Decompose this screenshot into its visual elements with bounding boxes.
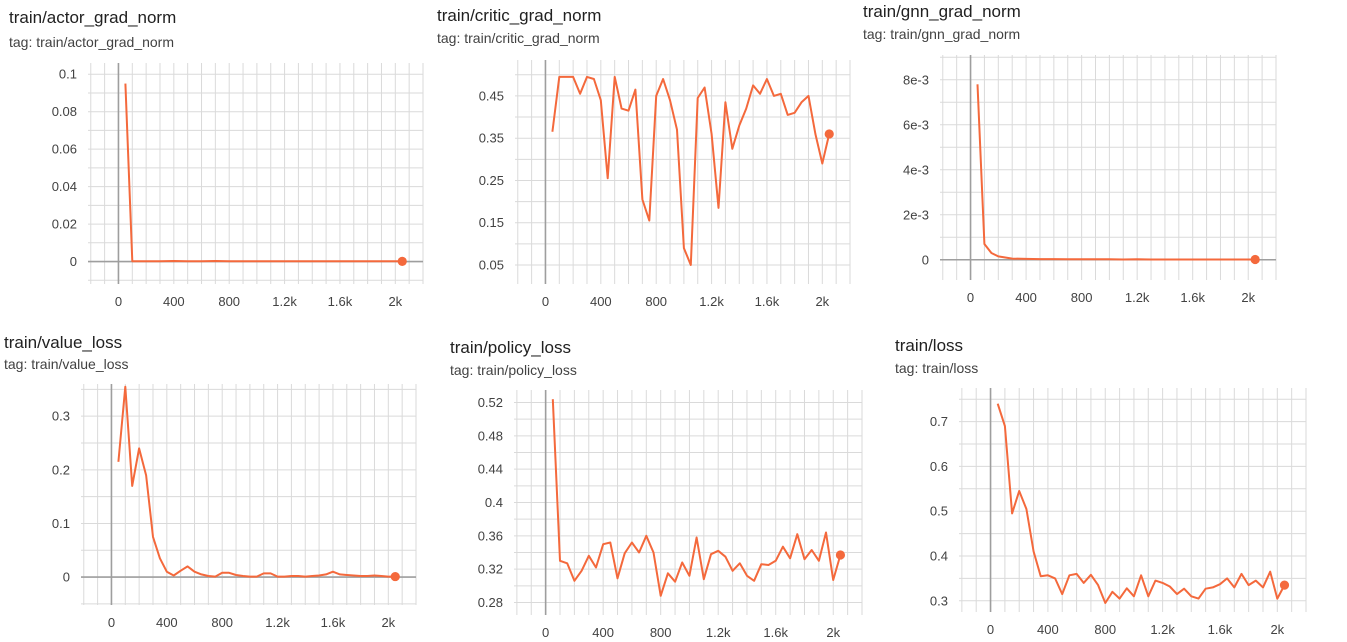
y-tick-label: 0.35 (479, 131, 504, 146)
series-line (117, 385, 396, 578)
y-tick-label: 0.2 (52, 462, 70, 477)
y-tick-label: 0.04 (52, 179, 77, 194)
y-tick-label: 0.44 (478, 462, 503, 477)
x-tick-label: 0 (115, 294, 122, 309)
x-tick-label: 1.2k (699, 294, 724, 309)
x-tick-label: 400 (590, 294, 612, 309)
chart-tag: tag: train/gnn_grad_norm (863, 26, 1021, 42)
x-tick-label: 400 (156, 615, 178, 630)
x-tick-label: 1.2k (265, 615, 290, 630)
y-tick-label: 0.36 (478, 528, 503, 543)
series-line (124, 83, 403, 263)
y-tick-label: 4e-3 (903, 162, 929, 177)
x-tick-label: 1.6k (328, 294, 353, 309)
series-line (551, 399, 842, 597)
series-line (551, 75, 831, 266)
y-tick-label: 0.1 (52, 516, 70, 531)
chart-tag: tag: train/loss (895, 360, 979, 376)
chart-title: train/loss (895, 336, 964, 355)
y-tick-label: 0.15 (479, 215, 504, 230)
x-tick-label: 1.6k (1208, 622, 1233, 637)
y-tick-label: 0.28 (478, 595, 503, 610)
x-tick-label: 400 (1015, 290, 1037, 305)
y-tick-label: 0.06 (52, 142, 77, 157)
chart-title: train/actor_grad_norm (9, 8, 177, 27)
x-tick-label: 1.6k (321, 615, 346, 630)
x-tick-label: 2k (1270, 622, 1284, 637)
y-tick-label: 0.08 (52, 104, 77, 119)
chart-tag: tag: train/critic_grad_norm (437, 30, 600, 46)
x-tick-label: 0 (967, 290, 974, 305)
y-tick-label: 0.7 (930, 414, 948, 429)
chart-title: train/policy_loss (450, 338, 571, 357)
chart-tag: tag: train/policy_loss (450, 362, 577, 378)
x-tick-label: 800 (1094, 622, 1116, 637)
last-point-marker[interactable] (397, 256, 407, 266)
x-tick-label: 2k (815, 294, 829, 309)
chart-title: train/critic_grad_norm (437, 6, 602, 25)
last-point-marker[interactable] (1250, 254, 1260, 265)
x-tick-label: 800 (218, 294, 240, 309)
x-tick-label: 1.6k (755, 294, 780, 309)
x-tick-label: 0 (987, 622, 994, 637)
last-point-marker[interactable] (390, 571, 400, 582)
x-tick-label: 800 (645, 294, 667, 309)
y-tick-label: 0 (922, 252, 929, 267)
y-tick-label: 0.4 (485, 495, 503, 510)
x-tick-label: 0 (542, 294, 549, 309)
x-tick-label: 2k (381, 615, 395, 630)
x-tick-label: 0 (542, 625, 549, 640)
chart-tag: tag: train/actor_grad_norm (9, 34, 174, 50)
chart-title: train/value_loss (4, 333, 123, 352)
x-tick-label: 1.2k (706, 625, 731, 640)
x-tick-label: 1.6k (763, 625, 788, 640)
x-tick-label: 800 (1071, 290, 1093, 305)
chart-title: train/gnn_grad_norm (863, 2, 1021, 21)
x-tick-label: 1.2k (272, 294, 297, 309)
y-tick-label: 0.25 (479, 173, 504, 188)
y-tick-label: 6e-3 (903, 117, 929, 132)
x-tick-label: 1.2k (1125, 290, 1150, 305)
y-tick-label: 2e-3 (903, 207, 929, 222)
y-tick-label: 0.3 (52, 409, 70, 424)
x-tick-label: 1.6k (1180, 290, 1205, 305)
y-tick-label: 0.32 (478, 562, 503, 577)
x-tick-label: 0 (108, 615, 115, 630)
x-tick-label: 400 (1037, 622, 1059, 637)
y-tick-label: 0 (70, 254, 77, 269)
x-tick-label: 400 (163, 294, 185, 309)
y-tick-label: 0.3 (930, 593, 948, 608)
y-tick-label: 0.5 (930, 504, 948, 519)
y-tick-label: 0.45 (479, 88, 504, 103)
x-tick-label: 2k (388, 294, 402, 309)
last-point-marker[interactable] (835, 550, 846, 560)
chart-tag: tag: train/value_loss (4, 356, 129, 372)
y-tick-label: 8e-3 (903, 72, 929, 87)
y-tick-label: 0.48 (478, 428, 503, 443)
x-tick-label: 1.2k (1150, 622, 1175, 637)
y-tick-label: 0.6 (930, 459, 948, 474)
y-tick-label: 0.4 (930, 549, 948, 564)
series-line (976, 84, 1256, 261)
x-tick-label: 2k (826, 625, 840, 640)
y-tick-label: 0.02 (52, 217, 77, 232)
x-tick-label: 2k (1241, 290, 1255, 305)
series-line (996, 403, 1286, 604)
x-tick-label: 800 (211, 615, 233, 630)
y-tick-label: 0 (63, 570, 70, 585)
y-tick-label: 0.05 (479, 257, 504, 272)
last-point-marker[interactable] (824, 129, 834, 139)
y-tick-label: 0.52 (478, 395, 503, 410)
x-tick-label: 400 (592, 625, 614, 640)
x-tick-label: 800 (650, 625, 672, 640)
last-point-marker[interactable] (1279, 580, 1290, 590)
y-tick-label: 0.1 (59, 67, 77, 82)
